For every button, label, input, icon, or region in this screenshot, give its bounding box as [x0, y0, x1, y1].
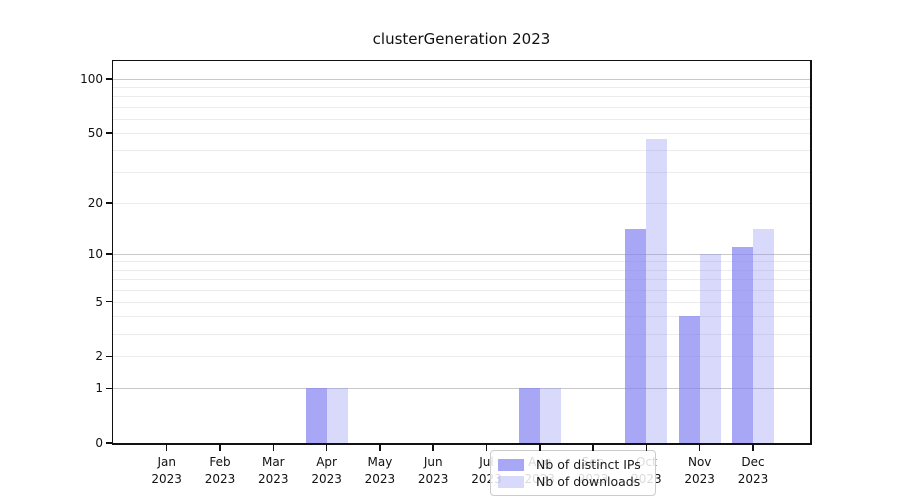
- bar-downloads-aug: [539, 388, 561, 443]
- bars-layer: [113, 61, 810, 443]
- y-tickmark-1: [105, 387, 112, 390]
- gridline-3: [113, 333, 810, 335]
- x-tick-label-jun: Jun 2023: [417, 455, 449, 486]
- bar-downloads-nov: [699, 253, 721, 443]
- axis-spine: [111, 443, 812, 445]
- x-tickmark-jul: [485, 444, 488, 451]
- x-tickmark-feb: [219, 444, 221, 451]
- bar-downloads-apr: [326, 388, 348, 443]
- legend-label-distinct-ips: Nb of distinct IPs: [536, 457, 641, 472]
- x-tickmark-sep: [592, 444, 594, 451]
- y-tick-label-5: 5: [95, 294, 103, 309]
- x-tickmark-apr: [325, 444, 328, 451]
- y-tick-label-2: 2: [95, 349, 103, 364]
- gridline-6: [113, 289, 810, 291]
- gridline-70: [113, 106, 810, 108]
- x-tick-label-apr: Apr 2023: [311, 455, 342, 486]
- gridline-40: [113, 150, 810, 151]
- x-tick-label-feb: Feb 2023: [204, 455, 236, 486]
- legend: Nb of distinct IPs Nb of downloads: [490, 450, 656, 496]
- gridline-30: [113, 172, 810, 174]
- x-tickmark-aug: [539, 444, 541, 451]
- gridline-60: [113, 118, 810, 120]
- gridline-4: [113, 316, 810, 317]
- y-tickmark-20: [105, 202, 112, 204]
- bar-distinct-ips-aug: [518, 388, 540, 443]
- gridline-90: [113, 87, 810, 89]
- axis-spine: [111, 59, 113, 445]
- gridline-20: [113, 202, 810, 204]
- x-tickmark-dec: [752, 444, 754, 451]
- gridline-7: [113, 278, 810, 280]
- gridline-50: [113, 132, 810, 134]
- legend-item-distinct-ips: Nb of distinct IPs: [498, 457, 647, 472]
- gridline-10: [113, 253, 810, 255]
- axis-spine: [111, 59, 812, 61]
- y-tickmark-5: [105, 300, 112, 303]
- x-tick-label-may: May 2023: [364, 455, 396, 486]
- y-tick-label-10: 10: [87, 246, 103, 261]
- x-tickmark-jan: [165, 444, 168, 451]
- legend-swatch-distinct-ips: [498, 458, 524, 471]
- plot-area: Nb of distinct IPs Nb of downloads: [113, 61, 810, 496]
- gridline-2: [113, 356, 810, 358]
- bar-distinct-ips-dec: [732, 246, 753, 443]
- gridline-9: [113, 261, 810, 263]
- x-tickmark-may: [379, 444, 381, 451]
- gridline-80: [113, 96, 810, 98]
- y-tick-label-1: 1: [95, 381, 103, 396]
- bar-downloads-oct: [646, 139, 668, 443]
- x-tick-label-mar: Mar 2023: [258, 455, 289, 486]
- legend-item-downloads: Nb of downloads: [498, 474, 647, 489]
- x-tickmark-nov: [698, 444, 701, 451]
- bar-downloads-dec: [753, 229, 774, 443]
- y-tick-label-20: 20: [87, 195, 103, 210]
- x-tick-label-jan: Jan 2023: [151, 455, 182, 486]
- gridline-8: [113, 269, 810, 271]
- x-tickmark-mar: [272, 444, 275, 451]
- y-tickmark-50: [105, 132, 112, 134]
- legend-label-downloads: Nb of downloads: [536, 474, 641, 489]
- x-tickmark-jun: [432, 444, 434, 451]
- axis-spine: [810, 59, 812, 445]
- x-tick-label-nov: Nov 2023: [684, 455, 715, 486]
- y-tick-label-100: 100: [80, 71, 103, 86]
- y-tickmark-2: [105, 355, 112, 358]
- x-tick-label-dec: Dec 2023: [737, 455, 769, 486]
- y-tickmark-0: [105, 442, 112, 444]
- chart-title: clusterGeneration 2023: [372, 30, 551, 48]
- y-tick-label-0: 0: [95, 436, 103, 450]
- gridline-5: [113, 301, 810, 303]
- bar-distinct-ips-oct: [625, 229, 647, 443]
- gridlines-layer: [113, 61, 810, 443]
- x-tickmark-oct: [645, 444, 648, 451]
- y-tickmark-10: [105, 253, 112, 255]
- gridline-100: [113, 78, 810, 80]
- y-tickmark-100: [105, 78, 112, 80]
- bar-distinct-ips-nov: [678, 316, 700, 443]
- legend-swatch-downloads: [498, 475, 524, 488]
- gridline-1: [113, 388, 810, 390]
- y-tick-label-50: 50: [87, 125, 103, 140]
- bar-distinct-ips-apr: [305, 388, 327, 443]
